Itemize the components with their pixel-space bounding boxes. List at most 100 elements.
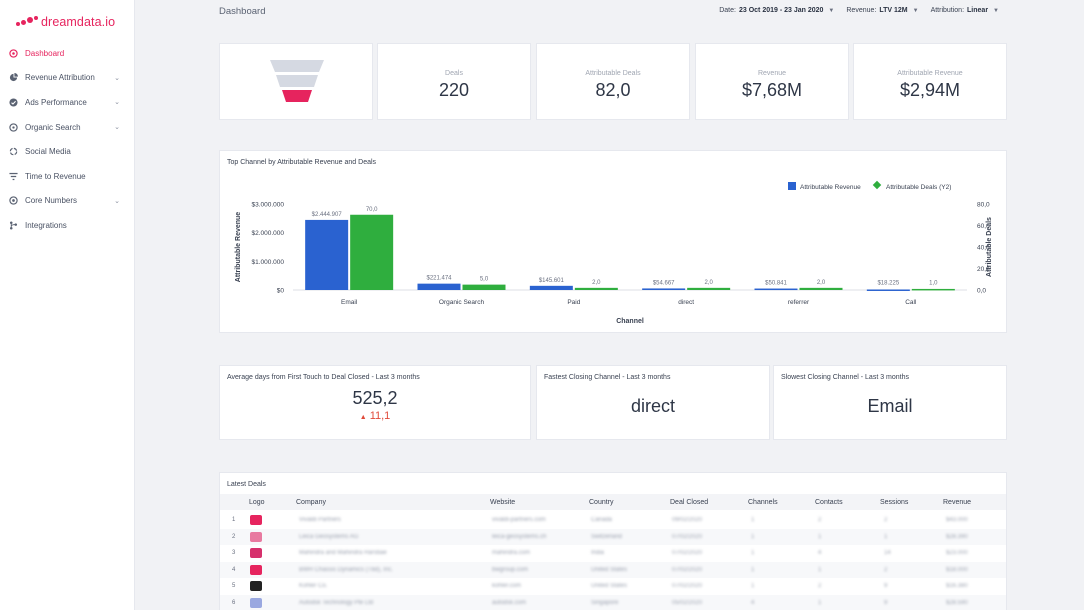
col-header-logo[interactable]: Logo [249,499,265,506]
cell-country: Singapore [591,599,619,606]
revenue-filter[interactable]: Revenue: LTV 12M ▼ [846,7,918,14]
company-logo [250,581,262,591]
sidebar-item-revenue-attribution[interactable]: Revenue Attribution ⌄ [0,66,134,91]
sidebar-item-label: Core Numbers [25,196,78,206]
col-header-revenue[interactable]: Revenue [943,499,972,506]
date-filter-value: 23 Oct 2019 - 23 Jan 2020 [738,7,824,14]
col-header-contacts[interactable]: Contacts [815,499,843,506]
row-number: 1 [232,517,236,523]
chevron-down-icon: ⌄ [114,197,120,205]
kpi-value: 220 [438,80,470,100]
logo-dots-icon [16,15,38,29]
x-tick-label: Email [341,299,358,306]
sidebar-item-dashboard[interactable]: Dashboard [0,41,134,66]
sidebar-item-label: Ads Performance [25,97,87,107]
cell-website: vivaldi-partners.com [492,517,546,523]
filter-icon [9,172,18,181]
bar-revenue-2 [529,285,573,290]
sidebar-item-label: Organic Search [25,122,81,132]
latest-deals-card: Latest Deals Logo Company Website Countr… [219,472,1007,610]
col-header-website[interactable]: Website [490,499,516,506]
col-header-country[interactable]: Country [589,499,614,506]
pie-chart-icon [9,73,18,82]
sidebar-item-social-media[interactable]: Social Media [0,139,134,164]
cell-revenue: $18.000 [946,566,968,573]
sidebar-item-time-to-revenue[interactable]: Time to Revenue [0,164,134,189]
cell-revenue: $28.390 [946,533,968,540]
sidebar-item-core-numbers[interactable]: Core Numbers ⌄ [0,189,134,214]
cell-company: Leica Geosystems AG [299,533,359,540]
table-row[interactable]: 4 BWH Chassis Dynamics (Tbd), Inc. bwgroup… [220,561,1006,578]
top-channel-chart-card: Top Channel by Attributable Revenue and … [219,150,1007,333]
cell-date: 05/02/2020 [672,599,703,606]
cell-country: Canada [591,517,613,523]
bar-deals-1 [462,284,506,290]
cell-contacts: 1 [818,599,822,606]
date-filter[interactable]: Date: 23 Oct 2019 - 23 Jan 2020 ▼ [719,7,834,14]
table-row[interactable]: 5 Kohler Co. kohler.com United States 07/02/… [220,578,1006,594]
caret-down-icon: ▼ [828,7,835,14]
legend-swatch-deals [872,180,882,190]
table-row[interactable]: 2 Leica Geosystems AG leica-geosystems.ch S… [220,528,1006,545]
sidebar-item-organic-search[interactable]: Organic Search ⌄ [0,115,134,140]
avg-days-card: Average days from First Touch to Deal Cl… [219,365,531,440]
cell-country: United States [591,583,628,589]
cell-channels: 1 [751,550,755,556]
table-row[interactable]: 6 Autodsk Technology Pte Ltd autodsk.com Si… [220,594,1006,610]
data-label-revenue: $54.667 [653,280,675,286]
sidebar-item-integrations[interactable]: Integrations [0,213,134,238]
data-label-deals: 2,0 [704,280,713,286]
revenue-filter-value: LTV 12M [879,7,908,14]
cell-channels: 1 [751,533,755,540]
kpi-label: Attributable Revenue [897,70,963,77]
data-label-deals: 5,0 [480,277,489,283]
data-label-deals: 2,0 [592,280,601,286]
bar-revenue-0 [305,219,349,290]
cell-revenue: $28.590 [946,599,968,606]
sidebar-item-label: Social Media [25,147,71,157]
brand-name: dreamdata.io [41,15,116,29]
cell-date: 07/02/2020 [672,566,703,573]
chevron-down-icon: ⌄ [114,74,120,82]
cell-channels: 4 [751,599,755,606]
funnel-icon [270,60,324,102]
attribution-filter[interactable]: Attribution: Linear ▼ [931,7,999,14]
data-label-deals: 70,0 [366,207,378,213]
attribution-filter-label: Attribution: [930,7,965,14]
col-header-sessions[interactable]: Sessions [880,499,909,506]
avg-days-delta-value: 11,1 [369,410,391,422]
integrations-icon [9,221,18,230]
check-circle-icon [9,98,18,107]
numbers-icon [9,196,18,206]
table-row[interactable]: 1 Vivaldi Partners vivaldi-partners.com Can… [220,512,1006,528]
row-number: 2 [232,533,236,540]
bar-deals-0 [350,214,394,290]
cell-date: 07/02/2020 [672,550,703,556]
sidebar: dreamdata.io Dashboard Revenue Attributi… [0,0,135,610]
cell-sessions: 1 [884,533,888,540]
revenue-filter-label: Revenue: [846,7,877,14]
cell-sessions: 14 [884,550,891,556]
bar-deals-2 [574,287,618,290]
cell-sessions: 2 [884,517,888,523]
legend-label-revenue: Attributable Revenue [800,184,861,191]
table-row[interactable]: 3 Mahindra and Mahindra Harsbae mahindra.c… [220,545,1006,561]
cell-company: Autodsk Technology Pte Ltd [299,599,374,606]
x-axis-title: Channel [616,318,644,325]
brand-logo[interactable]: dreamdata.io [16,12,115,32]
cell-contacts: 4 [818,550,822,556]
y2-axis-title: Attributable Deals [986,217,993,277]
cell-revenue: $16.380 [946,583,968,589]
cell-country: United States [591,566,628,573]
kpi-label: Attributable Deals [585,70,641,77]
bar-revenue-3 [642,288,686,290]
caret-down-icon: ▼ [993,7,999,14]
col-header-company[interactable]: Company [296,499,326,506]
cell-revenue: $43.000 [946,517,968,523]
avg-days-delta: ▲ 11,1 [220,410,530,422]
bar-revenue-5 [866,289,910,291]
sidebar-item-ads-performance[interactable]: Ads Performance ⌄ [0,90,134,115]
cell-contacts: 2 [818,583,822,589]
col-header-channels[interactable]: Channels [748,499,778,506]
col-header-deal-closed[interactable]: Deal Closed [670,499,709,506]
